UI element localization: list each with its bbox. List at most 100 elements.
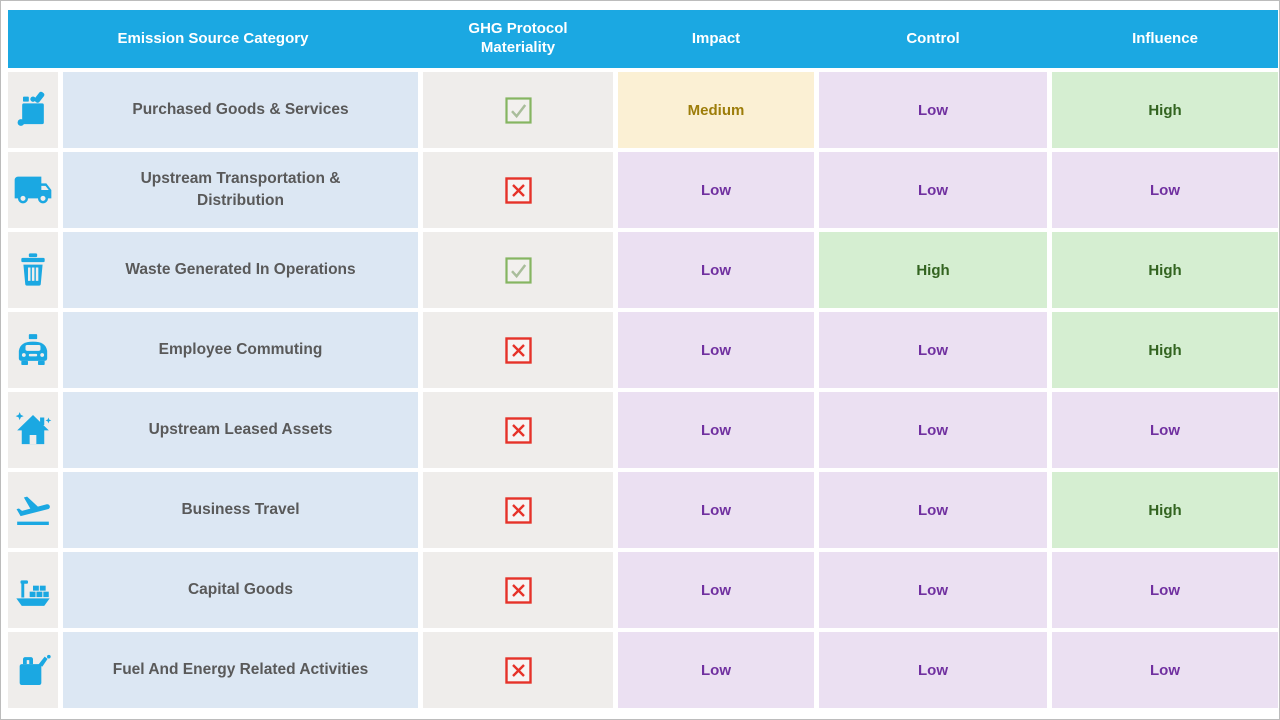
impact-cell: Low [618,392,814,468]
category-cell: Upstream Transportation & Distribution [63,152,418,228]
materiality-cell [423,232,613,308]
table-row: Purchased Goods & Services Medium Low Hi… [8,72,1278,148]
impact-value: Low [701,181,731,199]
checkbox-crossed-icon[interactable] [504,336,532,364]
category-label: Upstream Leased Assets [148,421,333,439]
checkbox-checked-icon[interactable] [504,256,532,284]
influence-cell: High [1052,472,1278,548]
impact-cell: Medium [618,72,814,148]
influence-cell: High [1052,72,1278,148]
table-row: Upstream Transportation & Distribution L… [8,152,1278,228]
materiality-cell [423,312,613,388]
checkbox-checked-icon[interactable] [504,96,532,124]
category-label: Employee Commuting [158,341,323,359]
influence-cell: High [1052,232,1278,308]
category-cell: Upstream Leased Assets [63,392,418,468]
impact-cell: Low [618,232,814,308]
category-label: Capital Goods [187,581,294,599]
control-value: Low [918,501,948,519]
influence-value: High [1148,501,1182,519]
control-cell: Low [819,72,1047,148]
category-icon-cell [8,312,58,388]
influence-cell: Low [1052,152,1278,228]
category-cell: Fuel And Energy Related Activities [63,632,418,708]
column-header-category: Emission Source Category [117,29,309,47]
table-row: Capital Goods Low Low Low [8,552,1278,628]
control-cell: Low [819,152,1047,228]
impact-value: Low [701,261,731,279]
category-label: Purchased Goods & Services [132,101,349,119]
table-header: Emission Source Category GHG Protocol Ma… [8,10,1278,68]
impact-cell: Low [618,552,814,628]
control-value: Low [918,661,948,679]
impact-value: Low [701,341,731,359]
checkbox-crossed-icon[interactable] [504,176,532,204]
category-icon-cell [8,152,58,228]
control-value: Low [918,181,948,199]
control-value: Low [918,101,948,119]
category-label: Upstream Transportation & Distribution [140,170,341,209]
house-icon [13,409,53,451]
control-cell: High [819,232,1047,308]
impact-value: Low [701,421,731,439]
control-cell: Low [819,392,1047,468]
checkbox-crossed-icon[interactable] [504,576,532,604]
control-cell: Low [819,552,1047,628]
checkbox-crossed-icon[interactable] [504,496,532,524]
materiality-cell [423,72,613,148]
influence-cell: Low [1052,552,1278,628]
table-row: Business Travel Low Low High [8,472,1278,548]
category-cell: Business Travel [63,472,418,548]
influence-cell: Low [1052,392,1278,468]
control-value: Low [918,421,948,439]
trash-can-icon [13,249,53,291]
control-cell: Low [819,632,1047,708]
category-cell: Waste Generated In Operations [63,232,418,308]
category-label: Fuel And Energy Related Activities [112,661,369,679]
influence-value: High [1148,101,1182,119]
table-body: Purchased Goods & Services Medium Low Hi… [8,72,1280,708]
category-icon-cell [8,72,58,148]
control-cell: Low [819,472,1047,548]
checkbox-crossed-icon[interactable] [504,656,532,684]
category-icon-cell [8,392,58,468]
table-row: Employee Commuting Low Low High [8,312,1278,388]
fuel-can-icon [13,649,53,691]
materiality-cell [423,552,613,628]
column-header-control: Control [906,29,960,47]
airplane-takeoff-icon [13,489,53,531]
truck-icon [13,169,53,211]
impact-cell: Low [618,152,814,228]
impact-value: Low [701,501,731,519]
influence-cell: High [1052,312,1278,388]
column-header-impact: Impact [691,29,741,47]
influence-value: Low [1150,421,1180,439]
category-icon-cell [8,632,58,708]
category-cell: Employee Commuting [63,312,418,388]
materiality-cell [423,152,613,228]
control-value: Low [918,581,948,599]
impact-cell: Low [618,632,814,708]
influence-value: Low [1150,181,1180,199]
column-header-materiality: GHG Protocol Materiality [468,20,568,56]
table-row: Waste Generated In Operations Low High H… [8,232,1278,308]
impact-value: Medium [687,101,745,119]
control-value: Low [918,341,948,359]
impact-value: Low [701,581,731,599]
influence-value: Low [1150,581,1180,599]
table-row: Fuel And Energy Related Activities Low L… [8,632,1278,708]
category-icon-cell [8,552,58,628]
materiality-cell [423,472,613,548]
category-label: Waste Generated In Operations [125,261,356,279]
category-icon-cell [8,472,58,548]
influence-cell: Low [1052,632,1278,708]
control-value: High [916,261,950,279]
category-icon-cell [8,232,58,308]
influence-value: High [1148,341,1182,359]
table-row: Upstream Leased Assets Low Low Low [8,392,1278,468]
materiality-cell [423,632,613,708]
materiality-cell [423,392,613,468]
checkbox-crossed-icon[interactable] [504,416,532,444]
impact-cell: Low [618,312,814,388]
